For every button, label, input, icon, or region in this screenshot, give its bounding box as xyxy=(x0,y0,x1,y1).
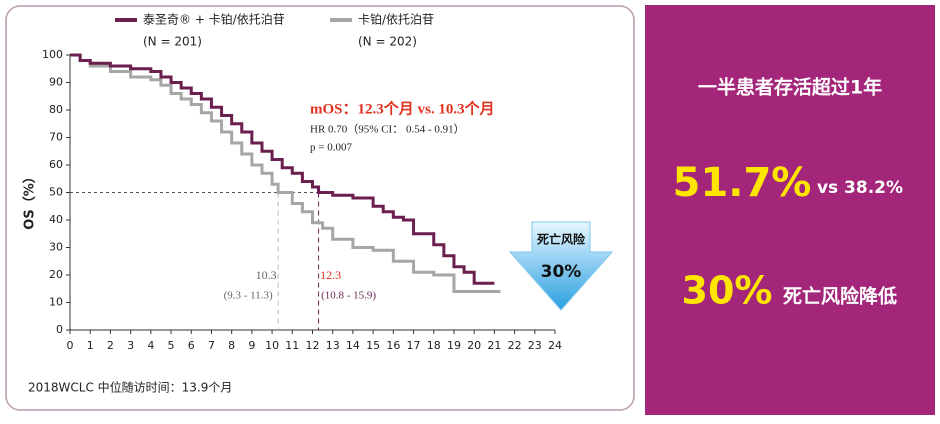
x-tick-label: 10 xyxy=(265,339,279,352)
x-tick-label: 12 xyxy=(306,339,320,352)
legend-label: 泰圣奇® + 卡铂/依托泊苷 xyxy=(143,12,285,27)
x-tick-label: 13 xyxy=(326,339,340,352)
x-tick-label: 7 xyxy=(208,339,215,352)
panel-big-2: 30% xyxy=(682,269,773,313)
y-tick-label: 20 xyxy=(49,268,63,281)
x-tick-label: 19 xyxy=(447,339,461,352)
x-tick-label: 4 xyxy=(147,339,154,352)
panel-headline: 一半患者存活超过1年 xyxy=(698,76,882,99)
chart-frame xyxy=(5,5,635,411)
panel-big-1: 51.7% xyxy=(673,160,812,206)
y-tick-label: 40 xyxy=(49,213,63,226)
y-tick-label: 90 xyxy=(49,76,63,89)
x-tick-label: 22 xyxy=(508,339,522,352)
x-tick-label: 0 xyxy=(67,339,74,352)
badge-title: 死亡风险 xyxy=(537,232,586,247)
median-ci: (10.8 - 15.9) xyxy=(321,290,376,302)
x-tick-label: 6 xyxy=(188,339,195,352)
y-axis-label: OS（%） xyxy=(22,170,38,229)
y-tick-label: 100 xyxy=(42,48,63,61)
badge-value: 30% xyxy=(541,262,582,282)
y-tick-label: 10 xyxy=(49,296,63,309)
legend-n: (N = 201) xyxy=(143,35,202,49)
mos-annotation: mOS：12.3个月 vs. 10.3个月 xyxy=(310,99,495,117)
x-tick-label: 1 xyxy=(87,339,94,352)
y-tick-label: 30 xyxy=(49,241,63,254)
x-tick-label: 9 xyxy=(248,339,255,352)
km-curve xyxy=(70,53,501,293)
x-tick-label: 14 xyxy=(346,339,360,352)
highlight-panel xyxy=(645,5,935,415)
median-label: 12.3 xyxy=(320,268,341,282)
x-tick-label: 20 xyxy=(467,339,481,352)
panel-small-2: 死亡风险降低 xyxy=(783,285,897,308)
x-tick-label: 17 xyxy=(407,339,421,352)
x-tick-label: 15 xyxy=(366,339,380,352)
median-label: 10.3 xyxy=(256,268,277,282)
km-curve xyxy=(70,53,495,285)
y-tick-label: 80 xyxy=(49,103,63,116)
y-tick-label: 50 xyxy=(49,186,63,199)
x-tick-label: 8 xyxy=(228,339,235,352)
x-tick-label: 3 xyxy=(127,339,134,352)
legend-n: (N = 202) xyxy=(358,35,417,49)
x-tick-label: 18 xyxy=(427,339,441,352)
x-tick-label: 23 xyxy=(528,339,542,352)
x-tick-label: 24 xyxy=(548,339,562,352)
footnote: 2018WCLC 中位随访时间：13.9个月 xyxy=(28,380,232,395)
y-tick-label: 70 xyxy=(49,131,63,144)
p-annotation: p = 0.007 xyxy=(310,142,352,154)
hr-annotation: HR 0.70（95% CI： 0.54 - 0.91） xyxy=(310,123,465,136)
y-tick-label: 0 xyxy=(56,323,63,336)
x-tick-label: 2 xyxy=(107,339,114,352)
median-ci: (9.3 - 11.3) xyxy=(224,290,273,302)
risk-arrow xyxy=(508,221,614,311)
legend-label: 卡铂/依托泊苷 xyxy=(358,12,434,27)
y-tick-label: 60 xyxy=(49,158,63,171)
x-tick-label: 16 xyxy=(386,339,400,352)
x-tick-label: 21 xyxy=(487,339,501,352)
x-tick-label: 11 xyxy=(285,339,299,352)
panel-small-1: vs 38.2% xyxy=(817,178,903,198)
x-tick-label: 5 xyxy=(168,339,175,352)
